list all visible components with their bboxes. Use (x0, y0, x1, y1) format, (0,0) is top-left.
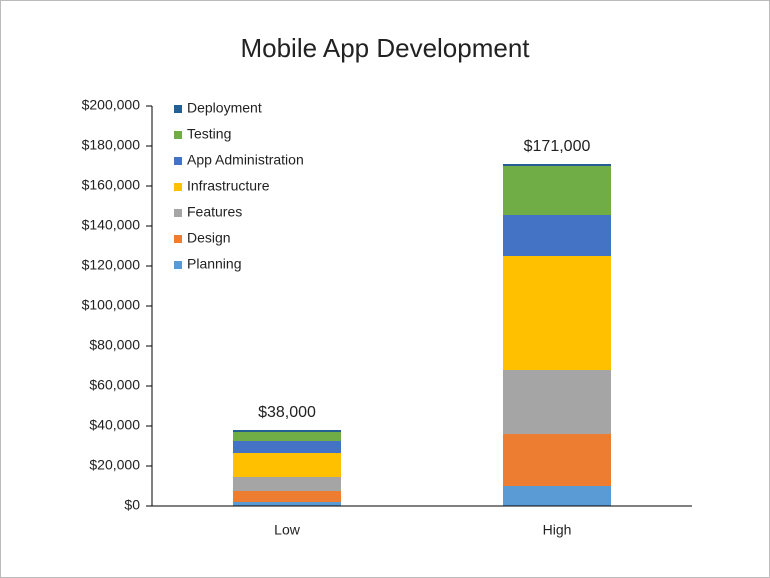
legend-label: Planning (187, 256, 242, 272)
total-label: $38,000 (258, 404, 316, 421)
legend-label: Infrastructure (187, 178, 270, 194)
legend-label: Deployment (187, 100, 262, 116)
bar-segment (503, 370, 611, 434)
x-tick-label: Low (274, 522, 301, 538)
legend-swatch (174, 157, 182, 165)
bar-segment (503, 434, 611, 486)
bar-segment (233, 502, 341, 506)
legend-label: App Administration (187, 152, 304, 168)
legend-label: Testing (187, 126, 231, 142)
legend-swatch (174, 235, 182, 243)
total-label: $171,000 (524, 138, 591, 155)
legend-swatch (174, 105, 182, 113)
legend-label: Features (187, 204, 242, 220)
bar-segment (503, 164, 611, 166)
chart-title: Mobile App Development (240, 33, 530, 63)
y-tick-label: $140,000 (82, 217, 141, 233)
y-tick-label: $200,000 (82, 97, 141, 113)
bar-segment (503, 256, 611, 370)
bar-segment (503, 215, 611, 256)
bar-segment (233, 432, 341, 441)
legend-label: Design (187, 230, 231, 246)
legend-swatch (174, 261, 182, 269)
bar-segment (233, 453, 341, 477)
y-tick-label: $120,000 (82, 257, 141, 273)
legend-swatch (174, 209, 182, 217)
bar-segment (233, 491, 341, 502)
bar-segment (233, 477, 341, 491)
y-tick-label: $100,000 (82, 297, 141, 313)
y-tick-label: $40,000 (89, 417, 140, 433)
x-tick-label: High (543, 522, 572, 538)
legend-swatch (174, 131, 182, 139)
bar-segment (233, 430, 341, 432)
y-tick-label: $0 (124, 497, 140, 513)
y-tick-label: $60,000 (89, 377, 140, 393)
y-tick-label: $160,000 (82, 177, 141, 193)
legend-swatch (174, 183, 182, 191)
y-tick-label: $180,000 (82, 137, 141, 153)
bar-segment (233, 441, 341, 453)
bar-segment (503, 486, 611, 506)
y-tick-label: $20,000 (89, 457, 140, 473)
bar-segment (503, 166, 611, 215)
y-tick-label: $80,000 (89, 337, 140, 353)
